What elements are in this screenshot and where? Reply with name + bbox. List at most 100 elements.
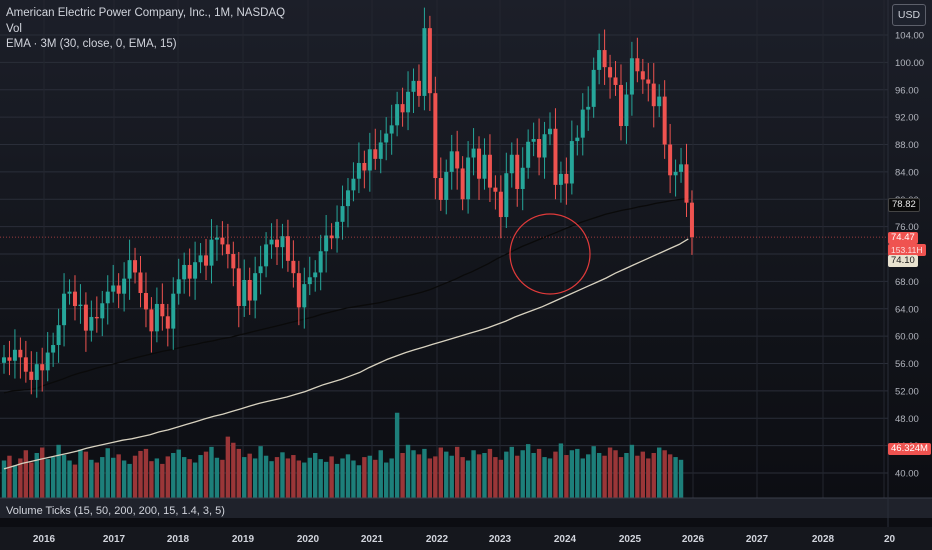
- y-tick-label: 60.00: [895, 332, 919, 343]
- volume-bar: [225, 436, 231, 498]
- volume-bar: [258, 446, 263, 498]
- candle-body: [302, 284, 307, 308]
- candle-body: [67, 291, 72, 294]
- y-tick-label: 64.00: [895, 304, 919, 315]
- candle-body: [564, 173, 569, 184]
- candle-body: [324, 235, 329, 252]
- volume-bar: [662, 450, 667, 498]
- volume-bar: [220, 459, 225, 498]
- candle-body: [406, 91, 411, 113]
- volume-bar: [454, 446, 460, 498]
- volume-ticks-label[interactable]: Volume Ticks (15, 50, 200, 200, 15, 1.4,…: [6, 505, 225, 517]
- y-tick-label: 76.00: [895, 222, 919, 233]
- volume-bar: [586, 454, 591, 498]
- x-tick-label: 2022: [426, 534, 449, 545]
- candle-body: [629, 58, 634, 95]
- y-tick-label: 88.00: [895, 140, 919, 151]
- volume-legend[interactable]: Vol: [6, 22, 22, 35]
- volume-bar: [181, 457, 187, 498]
- volume-bar: [411, 450, 416, 498]
- volume-bar: [438, 447, 443, 498]
- volume-bar: [154, 458, 160, 498]
- volume-bar: [449, 455, 454, 498]
- highlight-circle: [509, 213, 591, 295]
- candle-body: [182, 264, 187, 280]
- volume-bar: [318, 459, 323, 498]
- x-tick-label: 2025: [619, 534, 642, 545]
- candle-body: [531, 139, 536, 142]
- candle-body: [94, 316, 99, 319]
- volume-bar: [40, 447, 45, 498]
- volume-bar: [296, 460, 302, 498]
- y-tick-label: 96.00: [895, 85, 919, 96]
- volume-bar: [493, 457, 498, 498]
- candle-body: [72, 291, 77, 307]
- volume-bar: [405, 444, 411, 498]
- candle-body: [433, 93, 438, 179]
- candle-body: [29, 371, 34, 380]
- candle-body: [509, 154, 514, 174]
- volume-bar: [121, 460, 127, 498]
- volume-bar: [394, 412, 400, 498]
- candle-body: [411, 80, 416, 92]
- candle-body: [149, 309, 154, 332]
- candle-body: [209, 239, 214, 266]
- candle-body: [187, 264, 192, 279]
- volume-bar: [547, 458, 553, 498]
- candle-body: [231, 254, 236, 269]
- volume-bar: [285, 458, 291, 498]
- volume-bar: [525, 444, 531, 498]
- candle-body: [471, 148, 476, 158]
- volume-bar: [536, 448, 542, 498]
- candle-body: [679, 164, 684, 172]
- x-tick-label: 2028: [812, 534, 835, 545]
- candle-body: [416, 80, 421, 96]
- candle-body: [438, 178, 443, 200]
- candle-body: [504, 173, 509, 218]
- volume-bar: [618, 457, 624, 498]
- volume-bar: [50, 457, 56, 498]
- candle-body: [313, 272, 318, 278]
- candle-body: [569, 141, 574, 184]
- candle-body: [646, 79, 651, 84]
- candle-body: [12, 349, 17, 361]
- indicator-pane: [0, 498, 932, 518]
- candle-body: [165, 316, 170, 329]
- candle-body: [477, 148, 482, 179]
- volume-bar: [252, 458, 258, 498]
- candle-body: [220, 237, 225, 245]
- volume-bar: [111, 457, 116, 498]
- volume-bar: [646, 458, 651, 498]
- candle-body: [264, 244, 269, 267]
- candle-body: [214, 237, 219, 240]
- volume-bar: [269, 461, 274, 498]
- time-axis: [0, 527, 932, 550]
- candle-body: [356, 162, 361, 179]
- volume-bar: [323, 461, 329, 498]
- volume-bar: [105, 448, 110, 498]
- y-tick-label: 68.00: [895, 277, 919, 288]
- volume-bar: [203, 451, 209, 498]
- currency-button[interactable]: USD: [892, 4, 926, 26]
- ema-legend[interactable]: EMA · 3M (30, close, 0, EMA, 15): [6, 38, 177, 50]
- candle-body: [143, 293, 148, 310]
- volume-bar: [56, 444, 61, 498]
- volume-bar: [504, 451, 509, 498]
- candle-body: [285, 236, 290, 261]
- candle-body: [389, 125, 394, 134]
- volume-bar: [127, 463, 132, 498]
- candle-body: [242, 280, 247, 307]
- candle-body: [122, 278, 127, 294]
- volume-bar: [416, 454, 422, 498]
- volume-bar: [351, 460, 356, 498]
- candle-body: [684, 164, 689, 203]
- symbol-title[interactable]: American Electric Power Company, Inc., 1…: [6, 7, 286, 19]
- candle-body: [89, 316, 94, 331]
- volume-bar: [274, 457, 280, 498]
- volume-bar: [629, 444, 635, 498]
- volume-bar: [231, 442, 236, 498]
- last-price-tag: 74.47: [888, 232, 918, 244]
- candle-body: [373, 149, 378, 159]
